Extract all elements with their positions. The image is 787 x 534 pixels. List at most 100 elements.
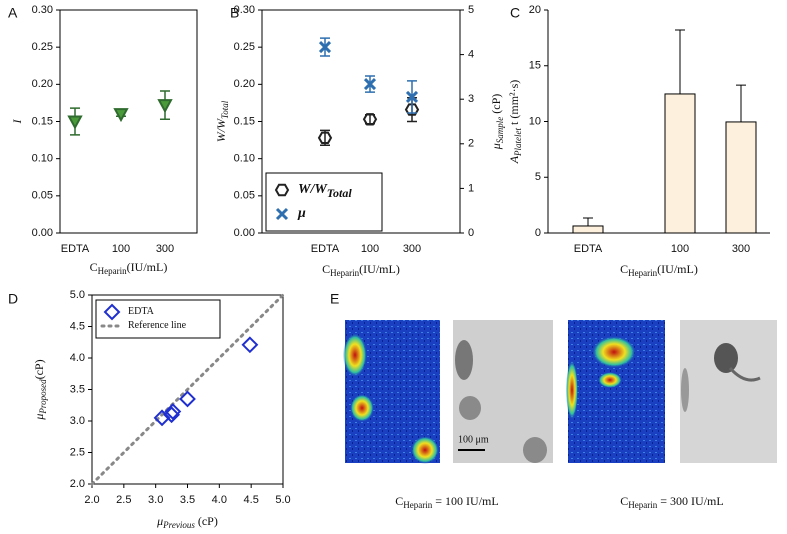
x-tick-label: 300 bbox=[732, 243, 750, 255]
legend-box bbox=[95, 299, 221, 339]
y-tick-label: 0 bbox=[535, 227, 541, 239]
marker bbox=[317, 131, 333, 145]
y-tick-label: 0.10 bbox=[32, 153, 53, 165]
y-tick-label: 4.0 bbox=[70, 352, 85, 364]
marker bbox=[404, 103, 420, 116]
marker bbox=[113, 108, 129, 123]
legend-label: Reference line bbox=[128, 320, 187, 331]
error-bar bbox=[583, 217, 593, 226]
x-axis-label-rest: (cP) bbox=[195, 514, 218, 528]
image-caption-rest: = 100 IU/mL bbox=[432, 494, 498, 508]
image-caption-sub: Heparin bbox=[628, 500, 657, 510]
y-axis-label-main: A bbox=[507, 155, 521, 164]
x-axis-label-main: C bbox=[322, 262, 330, 276]
x-tick-label: 2.0 bbox=[84, 494, 99, 506]
x-tick-label: EDTA bbox=[311, 243, 340, 255]
y-tick-label: 10 bbox=[529, 115, 541, 127]
y-axis-label: I bbox=[10, 119, 24, 125]
y-tick-label: 20 bbox=[529, 4, 541, 16]
panel-label: D bbox=[8, 291, 18, 307]
x-axis-label-main: C bbox=[90, 260, 98, 274]
y2-tick-label: 5 bbox=[468, 4, 474, 16]
y-tick-label: 0.20 bbox=[32, 78, 53, 90]
x-tick-label: EDTA bbox=[61, 243, 90, 255]
reference-line bbox=[90, 293, 285, 486]
legend-box bbox=[265, 172, 383, 232]
legend-swatch bbox=[274, 183, 290, 197]
bar bbox=[725, 121, 757, 234]
y2-tick-label: 1 bbox=[468, 182, 474, 194]
image-caption-sub: Heparin bbox=[403, 500, 432, 510]
y-tick-label: 0.00 bbox=[234, 227, 255, 239]
x-tick-label: 5.0 bbox=[275, 494, 290, 506]
y2-tick-label: 0 bbox=[468, 227, 474, 239]
y-tick-label: 2.0 bbox=[70, 478, 85, 490]
y-axis-label-rest: t (mm²·s) bbox=[507, 80, 521, 128]
legend-label: μ bbox=[297, 206, 306, 221]
marker bbox=[363, 77, 377, 91]
y-tick-label: 0.20 bbox=[234, 78, 255, 90]
y-tick-label: 5 bbox=[535, 171, 541, 183]
x-axis-label-rest: (IU/mL) bbox=[127, 260, 168, 274]
legend-label-main: μ bbox=[297, 206, 306, 221]
y-axis-label-main: μ bbox=[32, 414, 46, 421]
x-tick-label: 4.0 bbox=[212, 494, 227, 506]
y-tick-label: 0.25 bbox=[234, 41, 255, 53]
y-tick-label: 3.5 bbox=[70, 383, 85, 395]
y2-axis-label-sub: Sample bbox=[495, 117, 505, 144]
marker bbox=[164, 403, 182, 420]
y-axis-label-rest: (cP) bbox=[32, 359, 46, 379]
legend-label-main: Reference line bbox=[128, 320, 187, 331]
error-bar bbox=[736, 84, 746, 122]
y-axis-label-main: W/W bbox=[214, 118, 228, 142]
marker bbox=[67, 115, 83, 130]
bar bbox=[572, 225, 604, 234]
plot-frame bbox=[59, 9, 198, 234]
panel-label: C bbox=[510, 5, 520, 21]
y2-axis-label-main: μ bbox=[489, 143, 503, 150]
y-tick-label: 0.30 bbox=[32, 4, 53, 16]
y-tick-label: 4.5 bbox=[70, 320, 85, 332]
legend-label-sub: Total bbox=[327, 186, 353, 200]
y-axis-label-main: I bbox=[10, 119, 24, 125]
y-tick-label: 0.25 bbox=[32, 41, 53, 53]
y-axis-label-sub: Platelet bbox=[513, 127, 523, 156]
x-tick-label: 300 bbox=[403, 243, 421, 255]
panel-label: B bbox=[230, 5, 239, 21]
x-tick-label: 100 bbox=[671, 243, 689, 255]
micrograph-100 bbox=[453, 320, 553, 463]
legend-swatch bbox=[103, 303, 121, 321]
marker bbox=[241, 336, 259, 354]
marker bbox=[157, 99, 173, 114]
legend-label: W/WTotal bbox=[298, 182, 352, 200]
legend-label-main: W/W bbox=[298, 182, 328, 197]
y-tick-label: 2.5 bbox=[70, 446, 85, 458]
legend-label-main: EDTA bbox=[128, 306, 155, 317]
x-axis-label: CHeparin(IU/mL) bbox=[620, 262, 698, 278]
x-axis-label-rest: (IU/mL) bbox=[657, 262, 698, 276]
x-axis-label-rest: (IU/mL) bbox=[359, 262, 400, 276]
y-tick-label: 0.15 bbox=[234, 115, 255, 127]
y-tick-label: 0.05 bbox=[32, 190, 53, 202]
x-tick-label: 3.0 bbox=[148, 494, 163, 506]
error-bar bbox=[675, 29, 685, 94]
image-caption-main: C bbox=[395, 494, 403, 508]
bar bbox=[664, 93, 696, 234]
x-tick-label: EDTA bbox=[574, 243, 603, 255]
panel-label: A bbox=[8, 5, 18, 21]
marker bbox=[362, 113, 378, 126]
x-axis-label-sub: Heparin bbox=[98, 266, 127, 276]
y-axis-label: μProposed(cP) bbox=[32, 359, 48, 420]
x-tick-label: 100 bbox=[361, 243, 379, 255]
heatmap-100 bbox=[343, 320, 440, 464]
y2-axis-label: μSample (cP) bbox=[489, 94, 505, 151]
x-axis-label: CHeparin(IU/mL) bbox=[90, 260, 168, 276]
y-tick-label: 0.10 bbox=[234, 153, 255, 165]
x-axis-label-sub: Heparin bbox=[628, 268, 657, 278]
x-tick-label: 3.5 bbox=[180, 494, 195, 506]
image-caption: CHeparin = 300 IU/mL bbox=[620, 494, 723, 510]
panel-label: E bbox=[330, 291, 339, 307]
legend-label: EDTA bbox=[128, 306, 155, 317]
marker bbox=[179, 390, 196, 408]
x-tick-label: 100 bbox=[112, 243, 130, 255]
